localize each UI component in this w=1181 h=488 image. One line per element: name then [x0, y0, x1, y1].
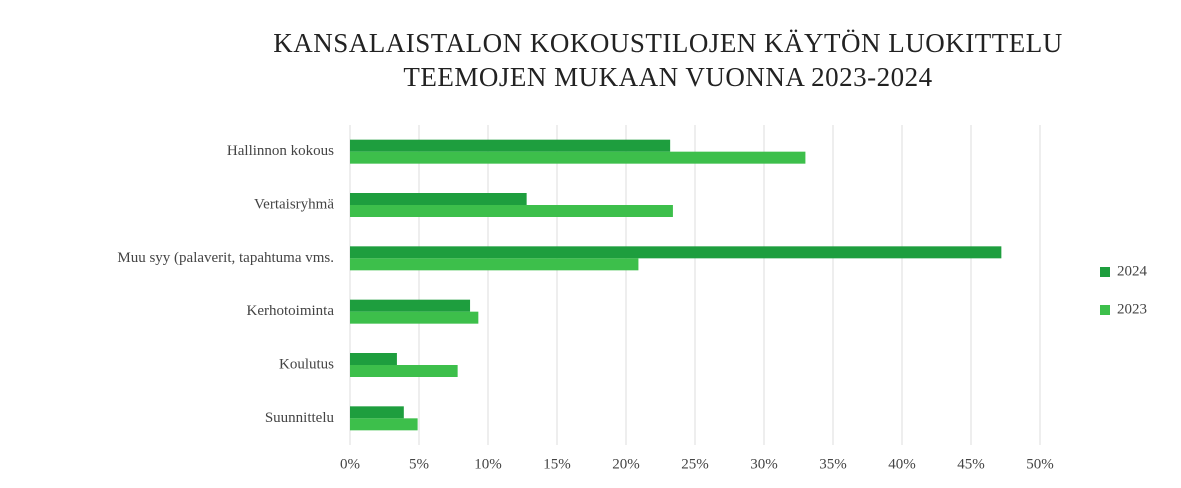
bar — [350, 258, 639, 271]
bar — [350, 139, 671, 152]
bar — [350, 311, 479, 324]
bar — [350, 353, 397, 365]
x-tick-label: 40% — [888, 456, 916, 472]
legend-swatch — [1100, 305, 1110, 315]
bar — [350, 193, 527, 205]
x-tick-label: 25% — [681, 456, 709, 472]
legend-swatch — [1100, 267, 1110, 277]
bar — [350, 151, 806, 164]
legend-label: 2023 — [1117, 301, 1147, 317]
legend-label: 2024 — [1117, 263, 1148, 279]
x-tick-label: 5% — [409, 456, 429, 472]
x-tick-label: 15% — [543, 456, 571, 472]
x-tick-label: 20% — [612, 456, 640, 472]
x-tick-label: 45% — [957, 456, 985, 472]
chart-title: KANSALAISTALON KOKOUSTILOJEN KÄYTÖN LUOK… — [273, 28, 1063, 92]
x-tick-label: 10% — [474, 456, 502, 472]
x-tick-label: 30% — [750, 456, 778, 472]
x-tick-label: 50% — [1026, 456, 1054, 472]
y-tick-label: Hallinnon kokous — [227, 143, 334, 159]
y-tick-label: Koulutus — [279, 356, 334, 372]
x-tick-label: 35% — [819, 456, 847, 472]
bar — [350, 406, 404, 419]
y-tick-label: Kerhotoiminta — [247, 303, 335, 319]
bar — [350, 365, 458, 377]
bar — [350, 299, 471, 312]
bar — [350, 205, 673, 217]
y-tick-label: Vertaisryhmä — [254, 196, 334, 212]
bar — [350, 418, 418, 431]
y-tick-label: Muu syy (palaverit, tapahtuma vms. — [117, 250, 334, 266]
x-tick-label: 0% — [340, 456, 360, 472]
bar — [350, 246, 1002, 259]
y-tick-label: Suunnittelu — [265, 410, 335, 426]
